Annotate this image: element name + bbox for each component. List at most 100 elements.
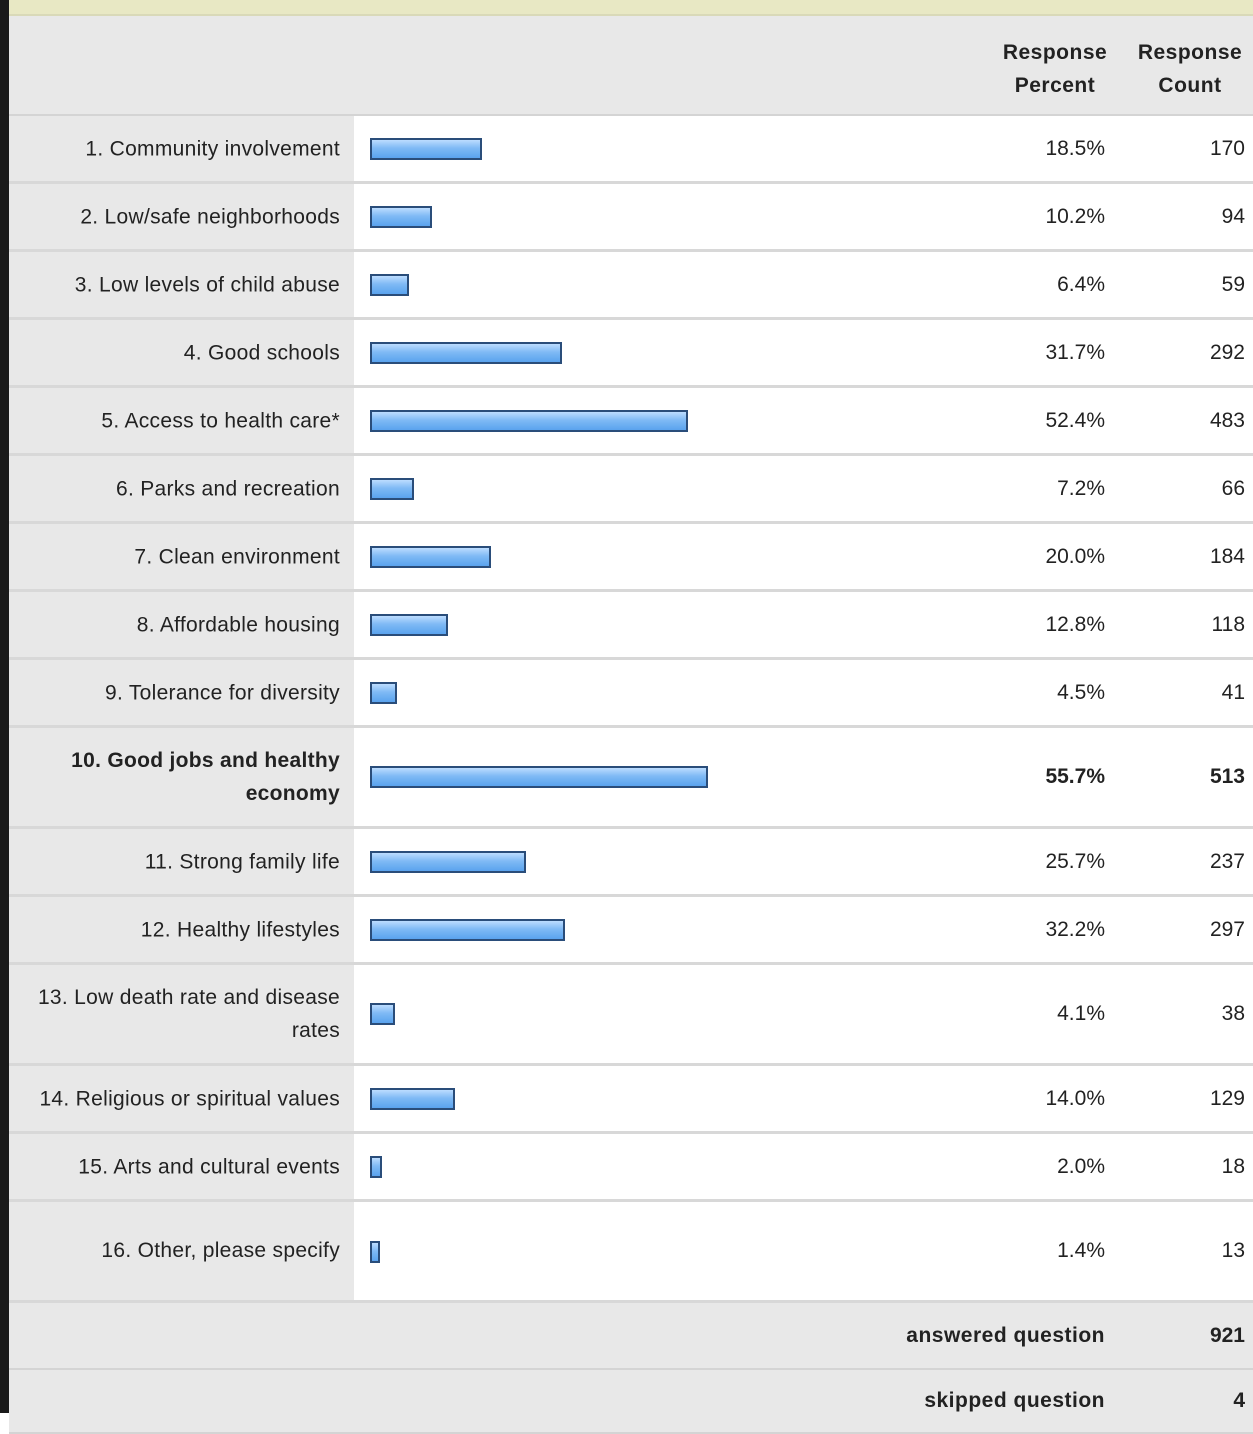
response-percent: 6.4% [1057, 272, 1105, 296]
table-row: 3. Low levels of child abuse 6.4% 59 [9, 252, 1253, 320]
table-row: 10. Good jobs and healthy economy 55.7% 51… [9, 728, 1253, 829]
response-bar [370, 1003, 395, 1025]
row-label-cell: 15. Arts and cultural events [9, 1134, 354, 1199]
response-count: 170 [1209, 136, 1245, 160]
table-row: 13. Low death rate and disease rates 4.1%… [9, 965, 1253, 1066]
row-label: 11. Strong family life [144, 850, 340, 873]
table-row: 9. Tolerance for diversity 4.5% 41 [9, 660, 1253, 728]
response-count: 237 [1209, 849, 1245, 873]
header-response-percent: Response Percent [1002, 41, 1108, 97]
response-percent: 4.5% [1057, 680, 1105, 704]
response-percent: 1.4% [1057, 1239, 1105, 1262]
response-bar [370, 613, 448, 636]
row-label-cell: 2. Low/safe neighborhoods [9, 184, 354, 249]
response-bar [370, 477, 414, 500]
response-count: 118 [1211, 612, 1245, 636]
row-label-cell: 13. Low death rate and disease rates [9, 965, 354, 1063]
response-bar [370, 409, 689, 432]
results-table: Response Percent Response Count 1. Commu… [9, 16, 1253, 1434]
response-bar [370, 273, 409, 296]
row-label-cell: 14. Religious or spiritual values [9, 1066, 354, 1131]
row-label-cell: 9. Tolerance for diversity [9, 660, 354, 725]
response-percent: 2.0% [1057, 1154, 1105, 1178]
row-label-cell: 11. Strong family life [9, 829, 354, 894]
response-bar [370, 1241, 380, 1263]
header-response-count: Response Count [1137, 41, 1243, 97]
response-count: 18 [1221, 1154, 1245, 1178]
table-row: 12. Healthy lifestyles 32.2% 297 [9, 897, 1253, 965]
response-bar [370, 1087, 455, 1110]
response-bar [370, 681, 398, 704]
row-label: 9. Tolerance for diversity [104, 681, 340, 704]
row-label-cell: 5. Access to health care* [9, 388, 354, 453]
row-label: 8. Affordable housing [136, 613, 340, 636]
table-row: 11. Strong family life 25.7% 237 [9, 829, 1253, 897]
row-label: 13. Low death rate and disease rates [37, 986, 340, 1042]
row-label-cell: 8. Affordable housing [9, 592, 354, 657]
response-percent: 18.5% [1045, 136, 1105, 160]
response-count: 38 [1221, 1002, 1245, 1025]
table-row: 4. Good schools 31.7% 292 [9, 320, 1253, 388]
footer-value: 4 [1233, 1389, 1245, 1412]
top-strip [9, 0, 1253, 16]
row-label-cell: 12. Healthy lifestyles [9, 897, 354, 962]
response-bar [370, 918, 566, 941]
row-label-cell: 7. Clean environment [9, 524, 354, 589]
response-percent: 20.0% [1045, 544, 1105, 568]
response-bar [370, 137, 483, 160]
response-count: 184 [1209, 544, 1245, 568]
response-percent: 4.1% [1057, 1002, 1105, 1025]
response-bar [370, 850, 526, 873]
row-label: 12. Healthy lifestyles [140, 918, 340, 941]
row-label: 5. Access to health care* [101, 409, 340, 432]
row-label: 6. Parks and recreation [115, 477, 340, 500]
row-label: 3. Low levels of child abuse [74, 273, 340, 296]
response-percent: 10.2% [1045, 204, 1105, 228]
response-percent: 31.7% [1045, 340, 1105, 364]
response-percent: 55.7% [1045, 765, 1105, 788]
row-label-cell: 3. Low levels of child abuse [9, 252, 354, 317]
response-count: 41 [1221, 680, 1245, 704]
response-bar [370, 205, 432, 228]
response-percent: 12.8% [1045, 612, 1105, 636]
response-count: 129 [1209, 1086, 1245, 1110]
response-count: 292 [1209, 340, 1245, 364]
table-row: 2. Low/safe neighborhoods 10.2% 94 [9, 184, 1253, 252]
table-row: 6. Parks and recreation 7.2% 66 [9, 456, 1253, 524]
table-header: Response Percent Response Count [9, 16, 1253, 116]
window-left-edge [0, 0, 9, 1413]
footer-label: skipped question [924, 1389, 1105, 1412]
table-row: 1. Community involvement 18.5% 170 [9, 116, 1253, 184]
table-row: 5. Access to health care* 52.4% 483 [9, 388, 1253, 456]
response-percent: 52.4% [1045, 408, 1105, 432]
row-label: 2. Low/safe neighborhoods [80, 205, 340, 228]
row-label: 16. Other, please specify [101, 1239, 340, 1262]
response-bar [370, 766, 709, 788]
footer-label: answered question [906, 1323, 1105, 1347]
row-label: 1. Community involvement [85, 137, 340, 160]
footer-value: 921 [1209, 1323, 1245, 1347]
response-count: 59 [1221, 272, 1245, 296]
response-count: 297 [1209, 917, 1245, 941]
response-percent: 25.7% [1045, 849, 1105, 873]
response-percent: 14.0% [1045, 1086, 1105, 1110]
row-label-cell: 16. Other, please specify [9, 1202, 354, 1300]
row-label: 10. Good jobs and healthy economy [71, 749, 340, 805]
row-label-cell: 10. Good jobs and healthy economy [9, 728, 354, 826]
response-bar [370, 1155, 383, 1178]
row-label-cell: 4. Good schools [9, 320, 354, 385]
row-label: 7. Clean environment [134, 545, 340, 568]
table-row: 16. Other, please specify 1.4% 13 [9, 1202, 1253, 1303]
row-label-cell: 1. Community involvement [9, 116, 354, 181]
table-body: 1. Community involvement 18.5% 170 2. Low/s… [9, 116, 1253, 1303]
skipped-question-row: skipped question 4 [9, 1370, 1253, 1434]
row-label: 14. Religious or spiritual values [39, 1087, 340, 1110]
row-label: 4. Good schools [183, 341, 340, 364]
table-footer: answered question 921 skipped question 4 [9, 1303, 1253, 1434]
table-row: 14. Religious or spiritual values 14.0% 12… [9, 1066, 1253, 1134]
response-count: 483 [1209, 408, 1245, 432]
response-count: 94 [1221, 204, 1245, 228]
row-label-cell: 6. Parks and recreation [9, 456, 354, 521]
response-count: 13 [1221, 1239, 1245, 1262]
response-bar [370, 545, 492, 568]
